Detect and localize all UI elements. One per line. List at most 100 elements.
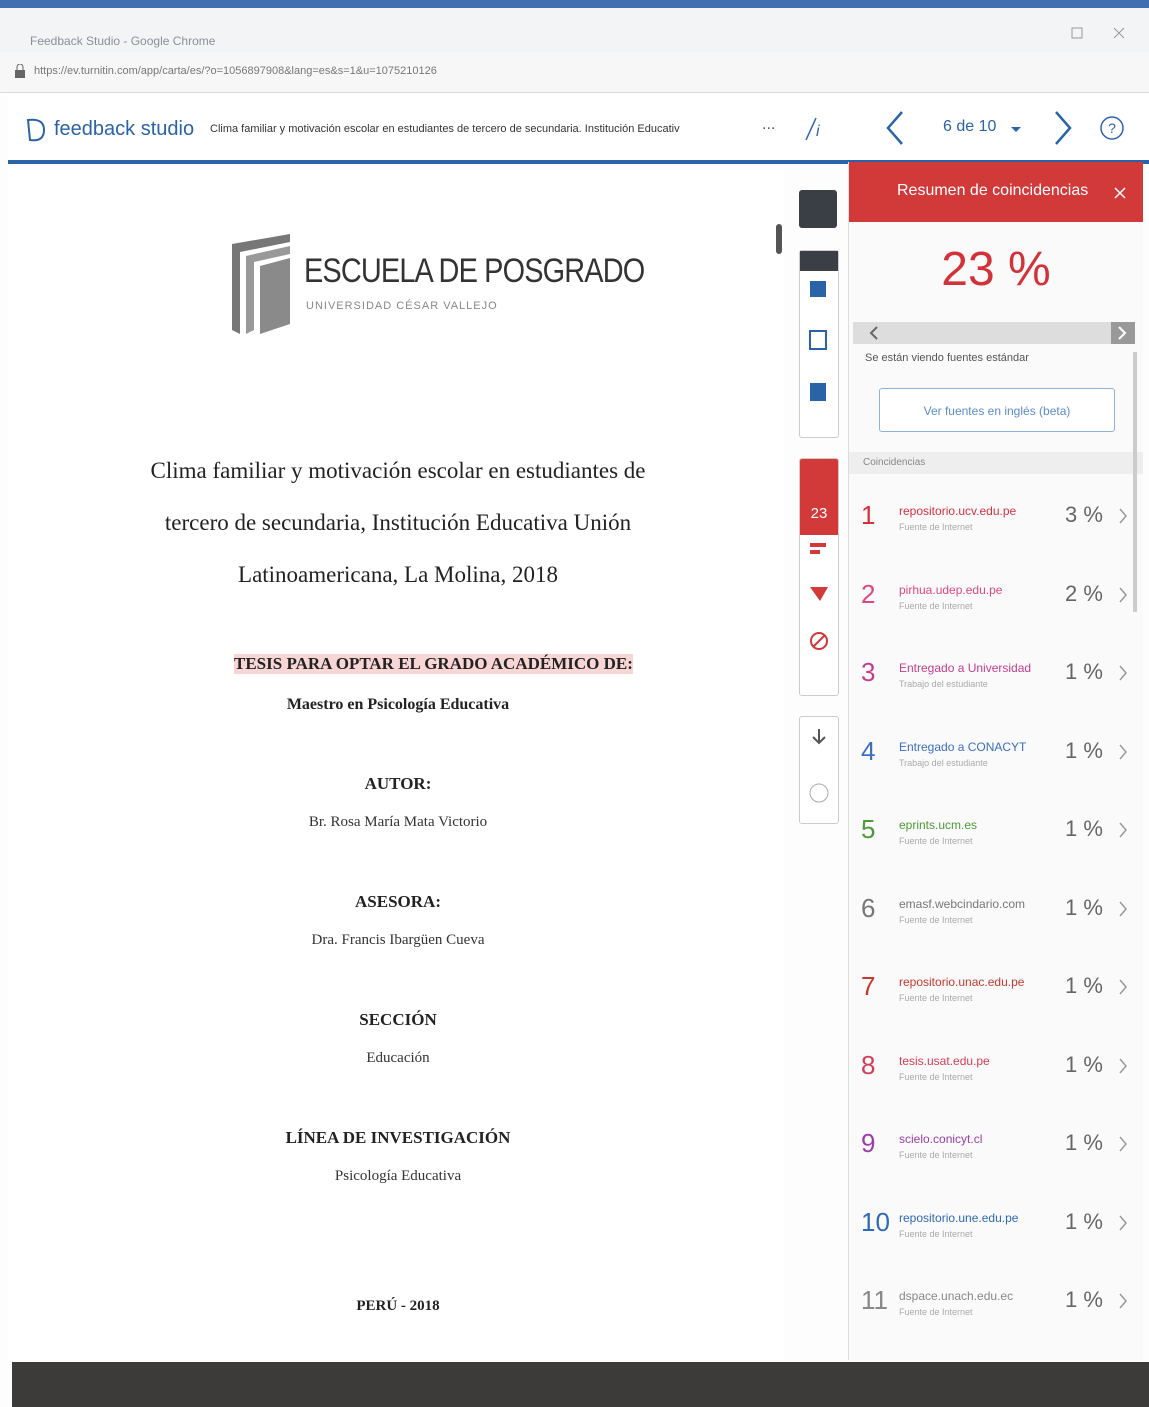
match-source: Entregado a Universidad [899, 661, 1032, 675]
match-percent: 2 % [1065, 580, 1103, 606]
document-title: Clima familiar y motivación escolar en e… [210, 123, 680, 135]
document-footer: PERÚ - 2018 [356, 1298, 440, 1314]
match-type: Trabajo del estudiante [899, 757, 988, 768]
match-type: Fuente de Internet [899, 1071, 973, 1082]
window-controls[interactable] [1070, 24, 1130, 44]
match-number: 1 [861, 500, 876, 530]
section-heading: ASESORA: [355, 892, 441, 911]
match-row[interactable]: 1 repositorio.ucv.edu.pe Fuente de Interne… [849, 478, 1139, 556]
match-source: Entregado a CONACYT [899, 739, 1027, 754]
panel-title: Resumen de coincidencias [897, 182, 1089, 199]
matches-label: Coincidencias [849, 452, 1143, 474]
match-number: 11 [861, 1285, 888, 1315]
next-page[interactable] [1048, 108, 1078, 148]
panel-scrollbar[interactable] [1133, 352, 1137, 612]
match-percent: 3 % [1065, 502, 1103, 527]
match-chevron[interactable] [1117, 1291, 1129, 1311]
dropdown-arrow [1011, 127, 1021, 132]
match-number: 5 [861, 814, 876, 844]
source-notice: Se están viendo fuentes estándar [865, 352, 1029, 364]
match-row[interactable]: 7 repositorio.unac.edu.pe Fuente de Intern… [849, 949, 1139, 1027]
match-type: Fuente de Internet [899, 914, 973, 925]
match-row[interactable]: 6 emasf.webcindario.com Fuente de Internet… [849, 871, 1139, 949]
info-icon[interactable]: i [798, 114, 828, 144]
match-type: Trabajo del estudiante [899, 679, 988, 689]
prev-page[interactable] [880, 108, 910, 148]
school-name: ESCUELA DE POSGRADO [304, 252, 645, 290]
source-nav-arrows[interactable] [853, 322, 1135, 344]
match-number: 4 [861, 735, 876, 766]
match-type: Fuente de Internet [899, 993, 973, 1003]
match-badge[interactable]: 23 [800, 493, 838, 535]
match-row[interactable]: 8 tesis.usat.edu.pe Fuente de Internet 1 % [849, 1028, 1139, 1106]
match-source: pirhua.udep.edu.pe [899, 582, 1003, 597]
match-chevron[interactable] [1117, 1056, 1129, 1076]
match-chevron[interactable] [1117, 506, 1129, 526]
help-icon[interactable]: ? [1098, 114, 1126, 142]
brand: feedback studio [54, 118, 195, 140]
address-bar[interactable]: https://ev.turnitin.com/app/carta/es/?o=… [0, 52, 1149, 93]
match-chevron[interactable] [1117, 977, 1129, 997]
match-number: 9 [861, 1128, 876, 1158]
degree-name: Maestro en Psicología Educativa [286, 696, 510, 713]
url: https://ev.turnitin.com/app/carta/es/?o=… [34, 65, 437, 77]
match-percent: 1 % [1065, 894, 1103, 920]
match-number: 10 [861, 1206, 890, 1237]
match-chevron[interactable] [1117, 820, 1129, 840]
match-type: Fuente de Internet [899, 836, 973, 846]
more-button[interactable]: ... [762, 116, 776, 133]
logo-icon [26, 118, 46, 142]
match-tools[interactable] [800, 535, 838, 695]
download-group [799, 716, 839, 824]
svg-text:i: i [816, 123, 820, 140]
match-row[interactable]: 9 scielo.conicyt.cl Fuente de Internet 1 % [849, 1106, 1139, 1184]
english-sources-button[interactable]: Ver fuentes en inglés (beta) [879, 388, 1115, 432]
match-row[interactable]: 4 Entregado a CONACYT Trabajo del estudian… [849, 714, 1139, 792]
tool-icons[interactable] [800, 271, 838, 431]
lock-icon [15, 64, 25, 78]
scrollbar[interactable] [776, 224, 782, 254]
page-count[interactable]: 6 de 10 [943, 118, 997, 135]
degree-heading: TESIS PARA OPTAR EL GRADO ACADÉMICO DE: [234, 654, 633, 674]
section-heading: SECCIÓN [359, 1010, 437, 1029]
tab-title: Feedback Studio - Google Chrome [30, 34, 216, 48]
match-row[interactable]: 11 dspace.unach.edu.ec Fuente de Internet 1… [849, 1263, 1139, 1341]
source-nav[interactable] [853, 322, 1135, 344]
match-type: Fuente de Internet [899, 600, 973, 611]
match-source: scielo.conicyt.cl [899, 1132, 983, 1146]
match-number: 7 [861, 971, 876, 1001]
match-chevron[interactable] [1117, 1134, 1129, 1154]
match-source: dspace.unach.edu.ec [899, 1289, 1014, 1303]
title-bar: Feedback Studio - Google Chrome [0, 0, 1149, 52]
match-source: repositorio.une.edu.pe [899, 1210, 1019, 1225]
match-row[interactable]: 3 Entregado a Universidad Trabajo del estu… [849, 635, 1139, 713]
download-tools[interactable] [800, 717, 838, 817]
match-source: repositorio.unac.edu.pe [899, 975, 1025, 989]
layers-tool[interactable] [799, 190, 837, 228]
match-source: emasf.webcindario.com [899, 896, 1026, 911]
document-page: ESCUELA DE POSGRADO UNIVERSIDAD CÉSAR VA… [8, 168, 784, 1360]
match-number: 6 [861, 892, 876, 923]
section-heading: LÍNEA DE INVESTIGACIÓN [285, 1128, 511, 1147]
match-percent: 1 % [1065, 659, 1103, 684]
match-type: Fuente de Internet [899, 1150, 973, 1160]
university-name: UNIVERSIDAD CÉSAR VALLEJO [306, 300, 498, 312]
match-row[interactable]: 10 repositorio.une.edu.pe Fuente de Intern… [849, 1185, 1139, 1263]
app-toolbar: feedback studio Clima familiar y motivac… [8, 94, 1149, 164]
similarity-score: 23 % [941, 243, 1051, 296]
match-row[interactable]: 5 eprints.ucm.es Fuente de Internet 1 % [849, 792, 1139, 870]
match-chevron[interactable] [1117, 742, 1129, 762]
match-number: 2 [861, 578, 876, 609]
match-percent: 1 % [1065, 1051, 1103, 1077]
section-heading: AUTOR: [364, 774, 432, 793]
match-chevron[interactable] [1117, 585, 1129, 605]
match-chevron[interactable] [1117, 899, 1129, 919]
match-percent: 1 % [1065, 737, 1103, 763]
thesis-title-line: Clima familiar y motivación escolar en e… [150, 458, 646, 483]
match-type: Fuente de Internet [899, 522, 973, 532]
match-percent: 1 % [1065, 973, 1103, 998]
match-row[interactable]: 2 pirhua.udep.edu.pe Fuente de Internet 2 % [849, 557, 1139, 635]
match-chevron[interactable] [1117, 663, 1129, 683]
match-chevron[interactable] [1117, 1213, 1129, 1233]
close-panel[interactable] [1113, 186, 1127, 200]
